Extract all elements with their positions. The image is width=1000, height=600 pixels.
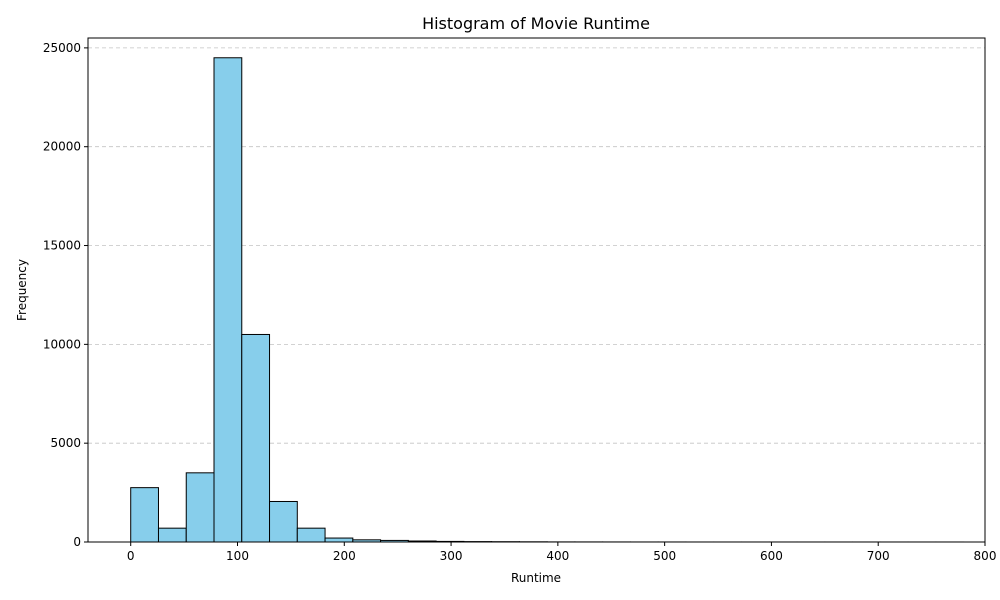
bar-2 xyxy=(185,472,215,543)
bar-3 xyxy=(213,57,243,543)
chart-title: Histogram of Movie Runtime xyxy=(422,14,650,33)
x-tick-label-1: 100 xyxy=(226,549,249,563)
bar-6 xyxy=(296,527,326,543)
x-tick-label-4: 400 xyxy=(546,549,569,563)
x-tick-label-0: 0 xyxy=(127,549,135,563)
x-axis-label: Runtime xyxy=(511,571,561,585)
bar-4 xyxy=(241,333,271,543)
x-tick-label-6: 600 xyxy=(760,549,783,563)
y-tick-label-5: 25000 xyxy=(43,41,81,55)
x-tick-label-2: 200 xyxy=(333,549,356,563)
x-tick-label-7: 700 xyxy=(867,549,890,563)
y-axis-label: Frequency xyxy=(15,259,29,321)
plot-frame xyxy=(87,37,986,543)
bar-5 xyxy=(269,500,298,543)
y-tick-label-3: 15000 xyxy=(43,239,81,253)
y-tick-label-2: 10000 xyxy=(43,337,81,351)
bars xyxy=(130,57,965,543)
x-axis-ticks: 0 100 200 300 400 500 600 700 800 xyxy=(127,542,997,563)
y-axis-ticks: 0 5000 10000 15000 20000 25000 xyxy=(43,41,88,549)
bar-7 xyxy=(324,537,354,543)
y-tick-label-1: 5000 xyxy=(50,436,81,450)
x-tick-label-5: 500 xyxy=(653,549,676,563)
bar-1 xyxy=(157,527,187,543)
x-tick-label-3: 300 xyxy=(440,549,463,563)
bar-0 xyxy=(130,487,159,543)
y-tick-label-4: 20000 xyxy=(43,140,81,154)
x-tick-label-8: 800 xyxy=(974,549,997,563)
y-tick-label-0: 0 xyxy=(73,535,81,549)
